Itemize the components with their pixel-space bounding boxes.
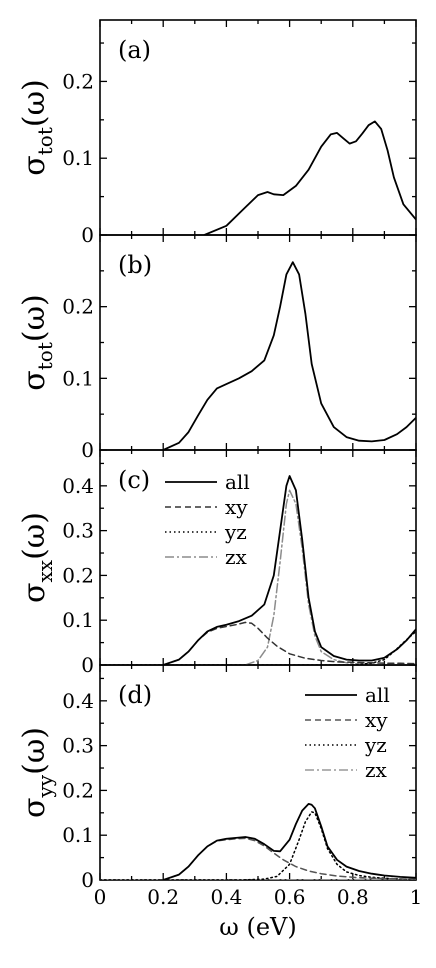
series-line-yz (100, 811, 416, 880)
legend-label-yz: yz (364, 733, 387, 757)
y-tick-label: 0 (81, 223, 94, 247)
legend-label-zx: zx (225, 545, 248, 569)
legend-label-all: all (365, 683, 390, 707)
panel-label: (b) (118, 251, 152, 279)
panel-label: (a) (118, 36, 151, 64)
x-tick-label: 0.8 (337, 885, 369, 909)
y-axis-label: σyy(ω) (17, 727, 57, 818)
y-axis-label: σxx(ω) (17, 512, 57, 603)
y-tick-label: 0.2 (62, 295, 94, 319)
series-group (162, 261, 416, 450)
series-line-all (162, 475, 416, 665)
y-axis-label: σtot(ω) (17, 79, 57, 175)
panel-label: (c) (118, 466, 150, 494)
y-tick-label: 0.3 (62, 734, 94, 758)
y-tick-label: 0.1 (62, 608, 94, 632)
x-tick-label: 1 (410, 885, 423, 909)
legend-label-xy: xy (365, 708, 388, 732)
series-group (100, 475, 416, 665)
y-tick-label: 0 (81, 653, 94, 677)
y-tick-label: 0.3 (62, 519, 94, 543)
y-tick-label: 0.2 (62, 69, 94, 93)
x-tick-label: 0.6 (274, 885, 306, 909)
panel-label: (d) (118, 681, 152, 709)
series-group (203, 120, 416, 235)
panel-4: 0 0.1 0.2 0.3 0.4 0 0.2 0.4 0.6 0.8 1 σyy(ω) (d) allx… (17, 664, 423, 941)
x-tick-label: 0.4 (210, 885, 242, 909)
series-group (100, 803, 416, 880)
series-line-total (203, 120, 416, 235)
y-tick-label: 0 (81, 438, 94, 462)
legend-label-zx: zx (365, 758, 388, 782)
y-tick-label: 0.1 (62, 823, 94, 847)
series-line-all (162, 803, 416, 880)
legend-label-all: all (225, 470, 250, 494)
y-tick-label: 0.4 (62, 474, 94, 498)
y-tick-label: 0.2 (62, 778, 94, 802)
series-line-total (162, 261, 416, 450)
legend-label-yz: yz (224, 520, 247, 544)
series-line-zx (244, 489, 416, 665)
y-axis-label: σtot(ω) (17, 294, 57, 390)
y-tick-label: 0.1 (62, 366, 94, 390)
y-tick-label: 0.1 (62, 146, 94, 170)
y-tick-label: 0.4 (62, 689, 94, 713)
legend-label-xy: xy (225, 495, 248, 519)
x-tick-label: 0 (94, 885, 107, 909)
x-axis-label: ω (eV) (219, 913, 296, 941)
y-tick-label: 0.2 (62, 563, 94, 587)
x-tick-label: 0.2 (147, 885, 179, 909)
y-tick-label: 0 (81, 868, 94, 892)
series-line-yz (100, 630, 416, 665)
